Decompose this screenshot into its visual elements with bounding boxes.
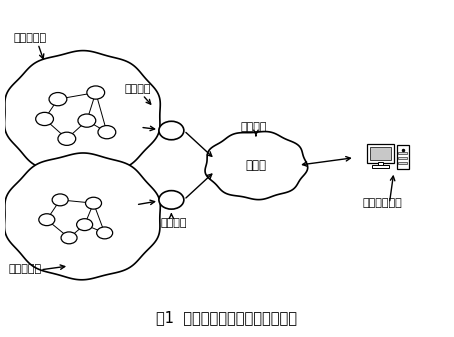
Bar [367, 144, 394, 162]
Circle shape [58, 132, 76, 145]
Circle shape [98, 126, 116, 139]
Bar [371, 165, 390, 168]
Circle shape [39, 214, 55, 226]
Text: 汇聚节点: 汇聚节点 [160, 218, 187, 228]
Circle shape [159, 121, 184, 140]
Circle shape [87, 86, 104, 99]
Polygon shape [5, 153, 160, 280]
Text: 无线信道: 无线信道 [125, 84, 151, 94]
Text: 因特网: 因特网 [246, 159, 266, 172]
Bar [398, 162, 407, 164]
Bar [396, 145, 409, 168]
Circle shape [159, 191, 184, 209]
Text: 传输网络: 传输网络 [241, 122, 267, 132]
Circle shape [77, 219, 93, 231]
Circle shape [61, 232, 77, 244]
Circle shape [78, 114, 96, 127]
Text: 传感器节点: 传感器节点 [9, 264, 42, 274]
Polygon shape [205, 131, 308, 200]
Bar [398, 157, 407, 159]
Circle shape [52, 194, 68, 206]
Bar [398, 152, 407, 154]
Circle shape [49, 93, 67, 106]
Text: 图1  典型的无线传感器网络拓扑图: 图1 典型的无线传感器网络拓扑图 [157, 310, 297, 326]
Text: 信息处理中心: 信息处理中心 [363, 198, 403, 208]
Circle shape [97, 227, 113, 239]
Polygon shape [5, 51, 160, 177]
Circle shape [36, 112, 54, 126]
Text: 传感器网络: 传感器网络 [14, 33, 47, 43]
Bar [378, 162, 383, 166]
Circle shape [85, 197, 102, 209]
Bar [370, 147, 391, 160]
